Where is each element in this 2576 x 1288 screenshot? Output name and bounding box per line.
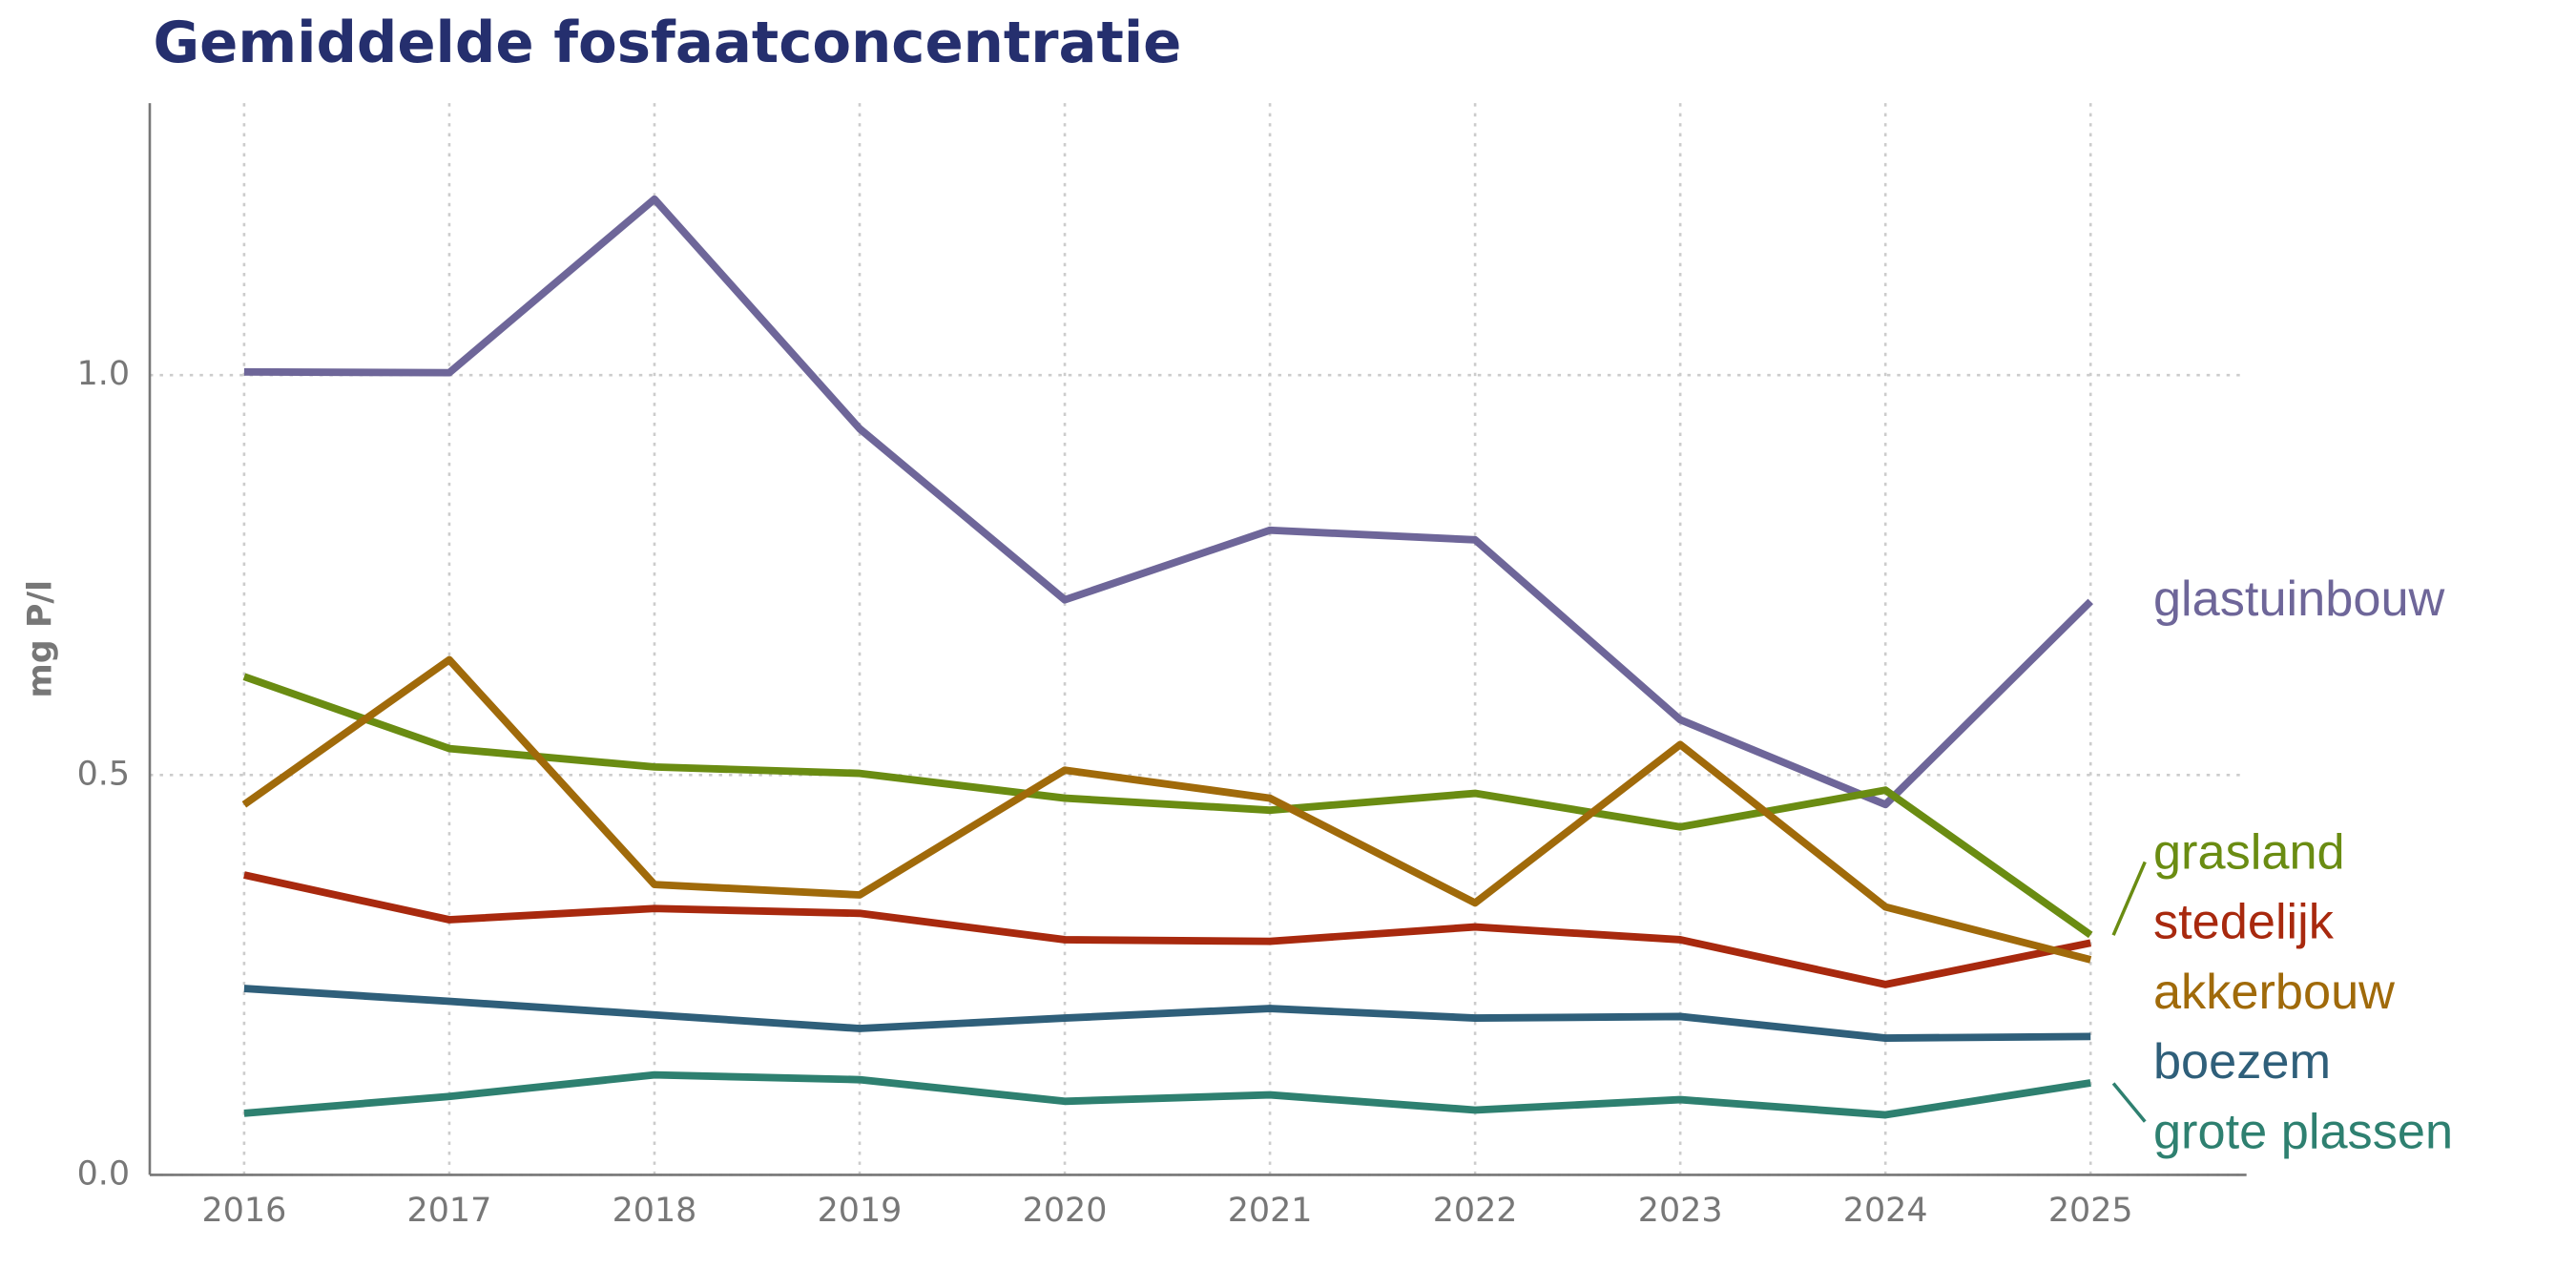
series-label: grasland bbox=[2153, 824, 2345, 880]
x-tick-label: 2021 bbox=[1228, 1192, 1313, 1230]
series-line bbox=[242, 673, 2093, 939]
x-tick-label: 2025 bbox=[2048, 1192, 2133, 1230]
series-label: grote plassen bbox=[2153, 1104, 2453, 1159]
x-tick-label: 2020 bbox=[1023, 1192, 1108, 1230]
series-label: akkerbouw bbox=[2153, 965, 2395, 1020]
x-tick-label: 2023 bbox=[1638, 1192, 1723, 1230]
x-tick-label: 2024 bbox=[1843, 1192, 1928, 1230]
series-line bbox=[243, 985, 2091, 1042]
label-connector bbox=[2111, 1082, 2147, 1123]
x-tick-label: 2017 bbox=[407, 1192, 492, 1230]
y-axis-label: mg P/l bbox=[22, 580, 60, 698]
series-label: glastuinbouw bbox=[2153, 571, 2445, 627]
y-tick-label: 0.5 bbox=[77, 755, 130, 793]
y-tick-label: 0.0 bbox=[77, 1154, 130, 1193]
x-tick-label: 2022 bbox=[1433, 1192, 1518, 1230]
series-line bbox=[241, 655, 2092, 964]
label-connector bbox=[2111, 861, 2147, 936]
chart-title: Gemiddelde fosfaatconcentratie bbox=[153, 10, 1181, 75]
x-tick-label: 2018 bbox=[613, 1192, 697, 1230]
series-label: boezem bbox=[2153, 1034, 2331, 1090]
series-label: stedelijk bbox=[2153, 895, 2335, 950]
x-tick-label: 2016 bbox=[202, 1192, 287, 1230]
series-line bbox=[243, 195, 2093, 809]
x-tick-label: 2019 bbox=[818, 1192, 903, 1230]
series-line bbox=[243, 1070, 2091, 1119]
series-line bbox=[243, 871, 2092, 988]
y-tick-label: 1.0 bbox=[77, 355, 130, 393]
